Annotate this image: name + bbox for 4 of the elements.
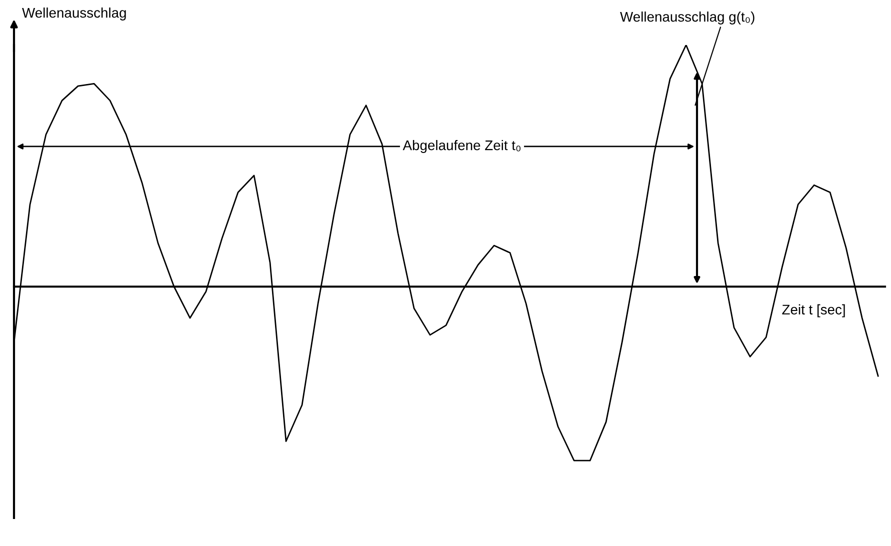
text: Wellenausschlag g(t₀) xyxy=(620,12,754,24)
annotation: Abgelaufene Zeit t₀ xyxy=(402,140,520,153)
x-axis-title: Zeit t [sec] xyxy=(782,304,845,318)
y-axis-title: Wellenausschlag xyxy=(22,8,126,20)
